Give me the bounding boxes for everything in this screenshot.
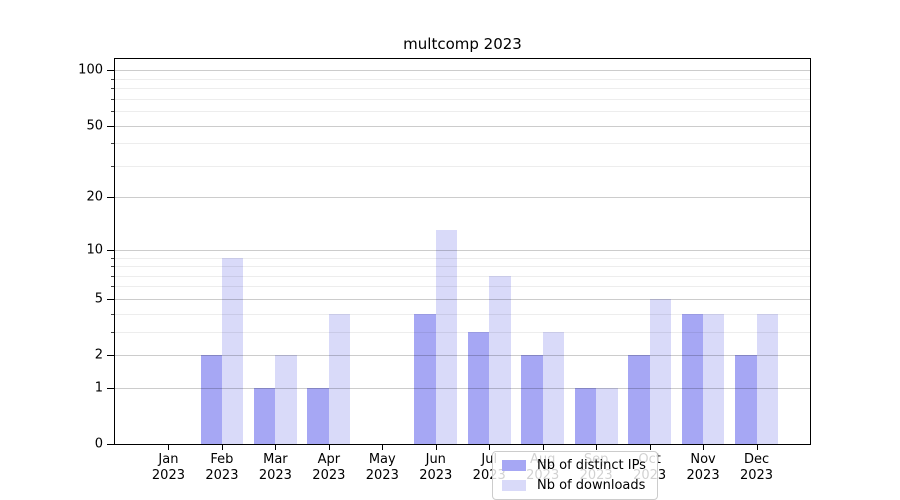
y-tick-label-100: 100: [78, 62, 103, 78]
bar-nb-of-downloads-jun-2023: [435, 230, 458, 444]
bar-nb-of-downloads-nov-2023: [703, 313, 725, 444]
y-minor-tick-mark-60: [111, 111, 115, 113]
bar-nb-of-downloads-feb-2023: [221, 257, 244, 444]
y-minor-tick-mark-30: [111, 165, 115, 167]
bar-nb-of-downloads-sep-2023: [596, 387, 618, 444]
bar-nb-of-distinct-ips-dec-2023: [735, 355, 757, 444]
y-minor-tick-mark-8: [111, 266, 115, 268]
y-tick-label-20: 20: [86, 189, 103, 205]
legend-label-downloads: Nb of downloads: [537, 478, 646, 493]
y-tick-label-0: 0: [94, 436, 103, 452]
y-minor-tick-mark-9: [111, 257, 115, 259]
x-tick-label-jun-2023: Jun 2023: [419, 452, 453, 483]
plot-area: Nb of distinct IPs Nb of downloads: [114, 58, 811, 500]
y-minor-tick-mark-4: [111, 313, 115, 315]
bar-nb-of-distinct-ips-feb-2023: [200, 355, 222, 444]
legend-item-downloads: Nb of downloads: [502, 479, 646, 492]
x-tick-mark-jan-2023: [168, 444, 170, 450]
y-tick-mark-20: [107, 197, 115, 199]
bar-nb-of-distinct-ips-oct-2023: [628, 355, 650, 444]
y-tick-mark-0: [107, 444, 115, 445]
bar-nb-of-distinct-ips-apr-2023: [307, 387, 329, 444]
y-tick-label-2: 2: [94, 347, 103, 363]
y-minor-tick-mark-3: [111, 331, 115, 333]
y-tick-label-10: 10: [86, 242, 103, 258]
bar-nb-of-distinct-ips-nov-2023: [681, 313, 704, 444]
x-tick-mark-aug-2023: [542, 444, 544, 450]
bars-layer: [115, 59, 810, 444]
y-minor-tick-mark-6: [111, 286, 115, 288]
x-tick-label-dec-2023: Dec 2023: [739, 452, 774, 483]
x-tick-mark-nov-2023: [703, 444, 705, 450]
x-tick-label-feb-2023: Feb 2023: [205, 452, 239, 483]
x-tick-label-mar-2023: Mar 2023: [258, 452, 292, 483]
bar-nb-of-downloads-oct-2023: [649, 298, 671, 444]
y-tick-mark-2: [107, 355, 115, 357]
y-tick-label-5: 5: [94, 291, 103, 307]
y-tick-mark-100: [107, 70, 115, 72]
x-tick-label-nov-2023: Nov 2023: [686, 452, 720, 483]
x-tick-label-may-2023: May 2023: [365, 452, 399, 483]
x-tick-mark-sep-2023: [596, 444, 598, 450]
bar-nb-of-downloads-jul-2023: [489, 275, 511, 444]
y-minor-tick-mark-80: [111, 88, 115, 90]
chart-title: multcomp 2023: [403, 35, 522, 53]
x-tick-mark-apr-2023: [328, 444, 330, 450]
y-tick-label-1: 1: [94, 380, 103, 396]
bar-nb-of-distinct-ips-jul-2023: [467, 331, 490, 444]
bar-nb-of-downloads-aug-2023: [542, 331, 565, 444]
bar-nb-of-distinct-ips-jun-2023: [414, 313, 436, 444]
y-minor-tick-mark-7: [111, 275, 115, 277]
bar-nb-of-downloads-apr-2023: [328, 313, 351, 444]
x-tick-mark-mar-2023: [275, 444, 277, 450]
bar-nb-of-distinct-ips-aug-2023: [521, 355, 543, 444]
y-minor-tick-mark-40: [111, 143, 115, 145]
y-tick-mark-10: [107, 249, 115, 251]
bar-nb-of-distinct-ips-sep-2023: [574, 387, 597, 444]
x-tick-mark-jul-2023: [489, 444, 491, 450]
x-tick-mark-feb-2023: [221, 444, 223, 450]
x-tick-label-jan-2023: Jan 2023: [151, 452, 185, 483]
x-tick-mark-may-2023: [382, 444, 384, 450]
bar-nb-of-downloads-dec-2023: [756, 313, 778, 444]
x-tick-mark-jun-2023: [435, 444, 437, 450]
legend-item-distinct-ips: Nb of distinct IPs: [502, 459, 646, 472]
x-tick-mark-oct-2023: [649, 444, 651, 450]
bar-nb-of-distinct-ips-mar-2023: [254, 387, 276, 444]
y-minor-tick-mark-70: [111, 98, 115, 100]
bar-nb-of-downloads-mar-2023: [275, 355, 297, 444]
legend-label-distinct-ips: Nb of distinct IPs: [537, 458, 646, 473]
x-tick-label-apr-2023: Apr 2023: [312, 452, 346, 483]
y-tick-mark-1: [107, 387, 115, 389]
x-tick-mark-dec-2023: [756, 444, 758, 450]
legend-swatch-downloads: [502, 480, 526, 491]
legend: Nb of distinct IPs Nb of downloads: [492, 451, 658, 500]
legend-swatch-distinct-ips: [502, 460, 526, 471]
y-minor-tick-mark-90: [111, 78, 115, 80]
y-tick-mark-50: [107, 125, 115, 127]
y-tick-mark-5: [107, 298, 115, 300]
y-tick-label-50: 50: [86, 118, 103, 134]
